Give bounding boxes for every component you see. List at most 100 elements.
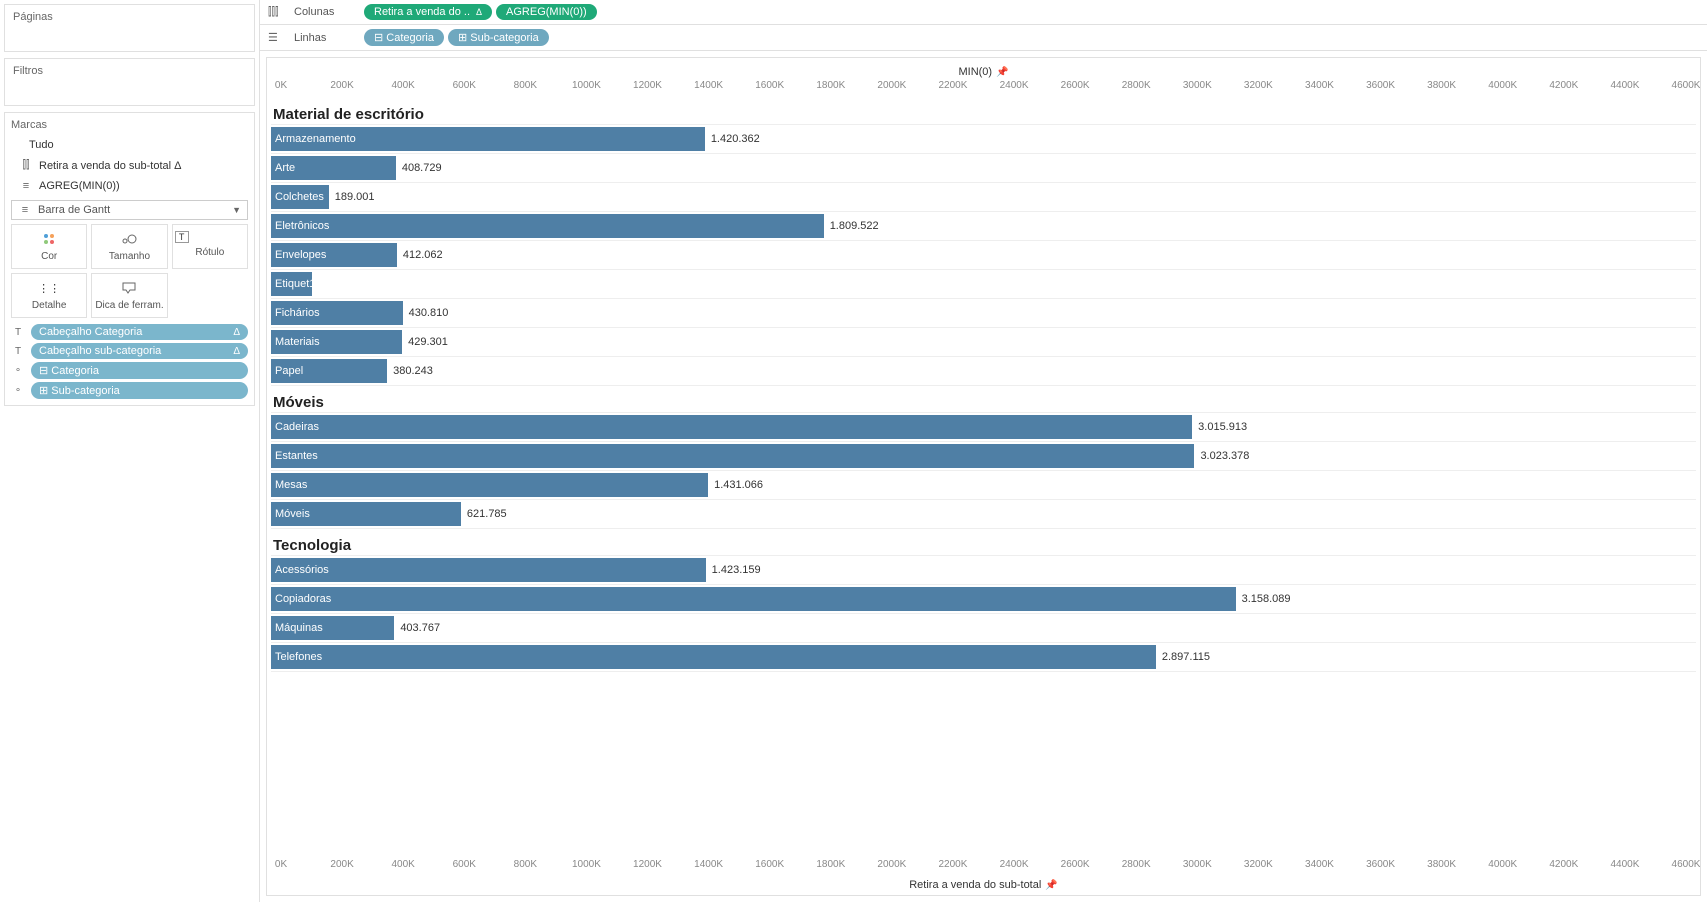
bar-label: Etiquet134.621 xyxy=(275,278,349,290)
marks-tudo[interactable]: Tudo xyxy=(11,135,248,155)
bar-value: 429.301 xyxy=(408,336,448,348)
bar-label: Eletrônicos xyxy=(275,220,329,232)
axis-tick: 2000K xyxy=(877,80,906,91)
mark-type-dropdown[interactable]: ≡Barra de Gantt ▼ xyxy=(11,200,248,220)
pill-body[interactable]: Cabeçalho CategoriaΔ xyxy=(31,324,248,340)
pill-type-icon: ∘ xyxy=(11,365,25,376)
bar-label: Estantes xyxy=(275,450,318,462)
axis-tick: 2200K xyxy=(938,80,967,91)
bar-label: Máquinas xyxy=(275,622,323,634)
marks-row-2[interactable]: ≡ AGREG(MIN(0)) xyxy=(11,176,248,196)
marks-color-label: Cor xyxy=(14,251,84,262)
marks-detail-button[interactable]: ⋮⋮ Detalhe xyxy=(11,273,87,318)
bar-row[interactable]: Mesas1.431.066 xyxy=(271,470,1696,500)
bar-label: Armazenamento xyxy=(275,133,356,145)
axis-tick: 4000K xyxy=(1488,80,1517,91)
bar-row[interactable]: Colchetes189.001 xyxy=(271,182,1696,212)
bar-label: Materiais xyxy=(275,336,320,348)
axis-tick: 3000K xyxy=(1183,859,1212,870)
shelf-pill[interactable]: ⊟ Categoria xyxy=(364,29,444,46)
marks-tooltip-button[interactable]: Dica de ferram. xyxy=(91,273,167,318)
axis-tick: 600K xyxy=(453,859,476,870)
bar-label: Mesas xyxy=(275,479,307,491)
bar-value: 2.897.115 xyxy=(1162,651,1210,663)
pill-delta: Δ xyxy=(233,346,240,357)
bar-row[interactable]: Estantes3.023.378 xyxy=(271,441,1696,471)
size-icon xyxy=(94,231,164,247)
bar-row[interactable]: Máquinas403.767 xyxy=(271,613,1696,643)
columns-shelf[interactable]: ⫿⫿⫿ Colunas Retira a venda do ..ΔAGREG(M… xyxy=(260,0,1707,25)
axis-tick: 3600K xyxy=(1366,859,1395,870)
marks-tooltip-label: Dica de ferram. xyxy=(94,300,164,311)
bar-row[interactable]: Eletrônicos 1.809.522 xyxy=(271,211,1696,241)
bar-row[interactable]: Arte408.729 xyxy=(271,153,1696,183)
bar-row[interactable]: Acessórios1.423.159 xyxy=(271,555,1696,585)
marks-pill[interactable]: ∘⊞ Sub-categoria xyxy=(11,382,248,399)
pill-body[interactable]: ⊟ Categoria xyxy=(31,362,248,379)
axis-tick: 1200K xyxy=(633,859,662,870)
bar xyxy=(271,587,1236,611)
axis-tick: 400K xyxy=(391,80,414,91)
bar-row[interactable]: Móveis621.785 xyxy=(271,499,1696,529)
shelf-pill[interactable]: Retira a venda do .. Δ xyxy=(364,4,492,20)
axis-tick: 200K xyxy=(330,80,353,91)
marks-pill[interactable]: T Cabeçalho CategoriaΔ xyxy=(11,324,248,340)
chart-body: Material de escritórioArmazenamento1.420… xyxy=(271,98,1696,859)
bar xyxy=(271,473,708,497)
pill-type-icon: T xyxy=(11,327,25,338)
rows-shelf[interactable]: ☰ Linhas ⊟ Categoria⊞ Sub-categoria xyxy=(260,25,1707,50)
text-icon: T xyxy=(175,231,189,243)
bar-row[interactable]: Armazenamento1.420.362 xyxy=(271,124,1696,154)
columns-label: Colunas xyxy=(294,6,354,18)
shelf-pill[interactable]: AGREG(MIN(0)) xyxy=(496,4,597,20)
bar-row[interactable]: Etiquet134.621134.621 xyxy=(271,269,1696,299)
axis-tick: 2600K xyxy=(1061,859,1090,870)
marks-color-button[interactable]: Cor xyxy=(11,224,87,269)
marks-label-button[interactable]: T Rótulo xyxy=(172,224,248,269)
axis-tick: 3200K xyxy=(1244,80,1273,91)
axis-tick: 4600K xyxy=(1672,859,1701,870)
bar-label: Fichários xyxy=(275,307,320,319)
pill-body[interactable]: ⊞ Sub-categoria xyxy=(31,382,248,399)
bar-row[interactable]: Copiadoras3.158.089 xyxy=(271,584,1696,614)
bar-row[interactable]: Telefones2.897.115 xyxy=(271,642,1696,672)
bar-label: Colchetes xyxy=(275,191,324,203)
bar xyxy=(271,214,824,238)
marks-pill[interactable]: ∘ ⊟ Categoria xyxy=(11,362,248,379)
marks-pill[interactable]: TCabeçalho sub-categoriaΔ xyxy=(11,343,248,359)
bar-value: 3.015.913 xyxy=(1198,421,1247,433)
axis-tick: 1600K xyxy=(755,859,784,870)
bar-row[interactable]: Papel380.243 xyxy=(271,356,1696,386)
axis-tick: 200K xyxy=(330,859,353,870)
bar-row[interactable]: Materiais 429.301 xyxy=(271,327,1696,357)
axis-tick: 0K xyxy=(275,80,287,91)
axis-tick: 800K xyxy=(514,80,537,91)
axis-tick: 3800K xyxy=(1427,859,1456,870)
axis-top: 0K200K400K600K800K1000K1200K1400K1600K18… xyxy=(271,80,1696,98)
chart-bottom-title-text: Retira a venda do sub-total xyxy=(909,879,1041,891)
marks-size-button[interactable]: Tamanho xyxy=(91,224,167,269)
axis-tick: 2000K xyxy=(877,859,906,870)
bar-row[interactable]: Fichários430.810 xyxy=(271,298,1696,328)
chart-top-title: MIN(0) 📌 xyxy=(271,66,1696,78)
shelf-pill[interactable]: ⊞ Sub-categoria xyxy=(448,29,549,46)
bar xyxy=(271,558,706,582)
shelf-pill-extra: Δ xyxy=(476,7,482,17)
bar-row[interactable]: Cadeiras3.015.913 xyxy=(271,412,1696,442)
marks-row-1[interactable]: ⫿⫿ Retira a venda do sub-total Δ xyxy=(11,155,248,176)
shelf-pill-label: Retira a venda do .. xyxy=(374,6,470,18)
pill-body[interactable]: Cabeçalho sub-categoriaΔ xyxy=(31,343,248,359)
marks-pill-list: T Cabeçalho CategoriaΔ TCabeçalho sub-cate… xyxy=(11,324,248,399)
filtros-card: Filtros xyxy=(4,58,255,106)
bar-value: 1.809.522 xyxy=(830,220,879,232)
bar-icon: ⫿⫿ xyxy=(19,159,33,172)
pill-label: ⊞ Sub-categoria xyxy=(39,384,120,397)
axis-tick: 1000K xyxy=(572,859,601,870)
paginas-card: Páginas xyxy=(4,4,255,52)
bar-label: Papel xyxy=(275,365,303,377)
category-header: Tecnologia xyxy=(271,529,1696,556)
bar-label: Acessórios xyxy=(275,564,329,576)
shelf-pill-label: ⊟ Categoria xyxy=(374,31,434,44)
shelves: ⫿⫿⫿ Colunas Retira a venda do ..ΔAGREG(M… xyxy=(260,0,1707,51)
bar-row[interactable]: Envelopes412.062 xyxy=(271,240,1696,270)
